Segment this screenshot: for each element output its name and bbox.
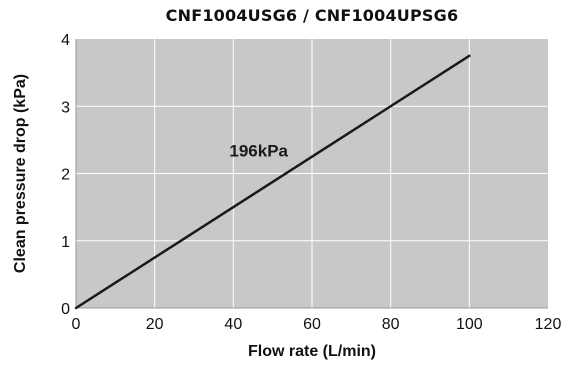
x-tick-label: 0 [72,316,81,333]
x-tick-label: 20 [146,316,164,333]
y-tick-label: 1 [61,234,70,251]
x-tick-label: 80 [382,316,400,333]
y-tick-label: 3 [61,99,70,116]
chart-title: CNF1004USG6 / CNF1004UPSG6 [165,6,459,25]
series-line [74,54,471,310]
grid-lines [76,39,548,308]
x-tick-label: 100 [456,316,483,333]
x-tick-label: 60 [303,316,321,333]
x-tick-label: 120 [535,316,562,333]
y-tick-label: 4 [61,32,70,49]
x-tick-label: 40 [224,316,242,333]
x-tick-labels: 0 20 40 60 80 100 120 [72,316,562,333]
y-tick-label: 2 [61,167,70,184]
x-axis-label: Flow rate (L/min) [248,343,376,360]
series-annotation: 196kPa [229,142,288,161]
y-tick-label: 0 [61,301,70,318]
y-axis-label: Clean pressure drop (kPa) [12,74,29,273]
y-tick-labels: 0 1 2 3 4 [61,32,70,318]
